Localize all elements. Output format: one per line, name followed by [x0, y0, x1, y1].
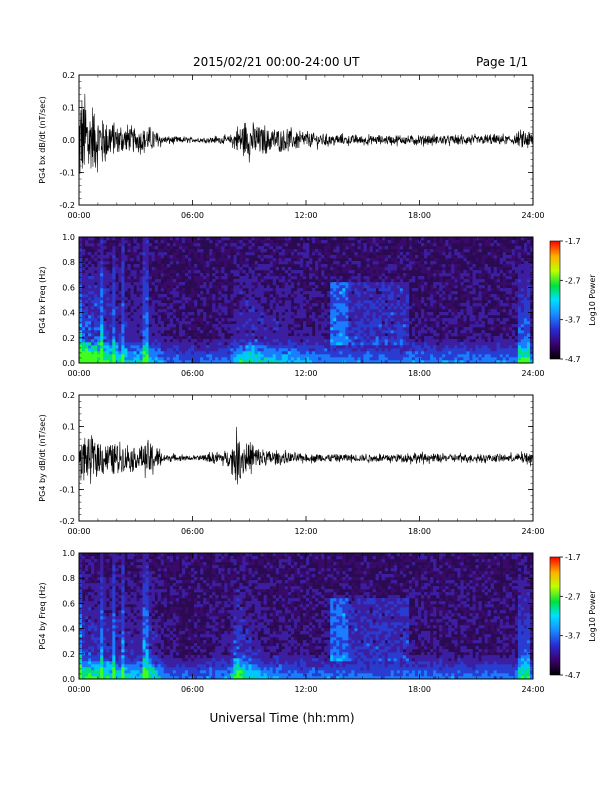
x-tick-label: 24:00	[521, 369, 544, 378]
colorbar	[549, 556, 561, 676]
x-tick-label: 06:00	[181, 685, 204, 694]
x-tick-label: 18:00	[408, 527, 431, 536]
x-tick-label: 00:00	[67, 527, 90, 536]
colorbar-tick-label: -1.7	[565, 237, 581, 246]
x-tick-label: 24:00	[521, 211, 544, 220]
colorbar-tick-label: -3.7	[565, 632, 581, 641]
x-tick-label: 00:00	[67, 211, 90, 220]
y-tick-label: 0.0	[62, 454, 75, 463]
x-tick-label: 24:00	[521, 685, 544, 694]
colorbar-tick-label: -4.7	[565, 355, 581, 364]
y-axis-label: PG4 by Freq (Hz)	[38, 582, 47, 649]
y-tick-label: 0.4	[62, 625, 75, 634]
panel-2: -1.7 -2.7 -3.7 -4.7 Log10 Power 1.0 0.8 0.6 0.4 0…	[38, 233, 597, 378]
series-line	[78, 93, 534, 174]
y-axis-label: PG4 by dB/dt (nT/sec)	[38, 414, 47, 501]
y-tick-label: -0.1	[59, 486, 75, 495]
colorbar-tick-label: -1.7	[565, 553, 581, 562]
colorbar-tick-label: -4.7	[565, 671, 581, 680]
x-tick-label: 24:00	[521, 527, 544, 536]
page-number: Page 1/1	[476, 55, 529, 69]
x-tick-label: 06:00	[181, 211, 204, 220]
y-tick-label: -0.2	[59, 517, 75, 526]
panel-3: 0.2 0.1 0.0 -0.1 -0.200:00 06:00 12:00 18:00 24:…	[38, 391, 545, 536]
colorbar-tick-label: -2.7	[565, 592, 581, 601]
x-tick-label: 06:00	[181, 369, 204, 378]
y-tick-label: 0.8	[62, 574, 75, 583]
y-tick-label: 0.2	[62, 391, 75, 400]
x-tick-label: 18:00	[408, 369, 431, 378]
x-tick-label: 12:00	[294, 369, 317, 378]
y-tick-label: -0.1	[59, 169, 75, 178]
y-tick-label: 0.8	[62, 258, 75, 267]
x-tick-label: 12:00	[294, 527, 317, 536]
x-tick-label: 18:00	[408, 685, 431, 694]
colorbar	[549, 240, 561, 360]
y-tick-label: 0.6	[62, 599, 75, 608]
x-tick-label: 00:00	[67, 685, 90, 694]
y-tick-label: 0.0	[62, 136, 75, 145]
y-tick-label: 0.4	[62, 309, 75, 318]
x-tick-label: 12:00	[294, 685, 317, 694]
y-tick-label: 0.2	[62, 71, 75, 80]
y-tick-label: 1.0	[62, 549, 75, 558]
y-tick-label: 0.1	[62, 104, 75, 113]
colorbar-tick-label: -2.7	[565, 276, 581, 285]
y-tick-label: 0.0	[62, 359, 75, 368]
spectrogram-cells	[79, 553, 534, 680]
y-tick-label: -0.2	[59, 201, 75, 210]
plot-title: 2015/02/21 00:00-24:00 UT	[193, 55, 360, 69]
y-tick-label: 1.0	[62, 233, 75, 242]
y-axis-label: PG4 bx Freq (Hz)	[38, 266, 47, 333]
x-tick-label: 00:00	[67, 369, 90, 378]
y-axis-label: PG4 bx dB/dt (nT/sec)	[38, 96, 47, 183]
x-tick-label: 06:00	[181, 527, 204, 536]
x-tick-label: 12:00	[294, 211, 317, 220]
panel-4: -1.7 -2.7 -3.7 -4.7 Log10 Power 1.0 0.8 0.6 0.4 0…	[38, 549, 597, 694]
colorbar-label: Log10 Power	[588, 274, 597, 326]
colorbar-label: Log10 Power	[588, 590, 597, 642]
x-axis-label: Universal Time (hh:mm)	[209, 711, 354, 725]
panel-1: 0.2 0.1 0.0 -0.1 -0.200:00 06:00 12:00 18:00 24:…	[38, 71, 545, 220]
x-tick-label: 18:00	[408, 211, 431, 220]
y-tick-label: 0.0	[62, 675, 75, 684]
y-tick-label: 0.6	[62, 283, 75, 292]
colorbar-tick-label: -3.7	[565, 316, 581, 325]
y-tick-label: 0.2	[62, 650, 75, 659]
y-tick-label: 0.1	[62, 423, 75, 432]
series-line	[78, 426, 534, 485]
y-tick-label: 0.2	[62, 334, 75, 343]
spectrogram-cells	[79, 237, 534, 364]
